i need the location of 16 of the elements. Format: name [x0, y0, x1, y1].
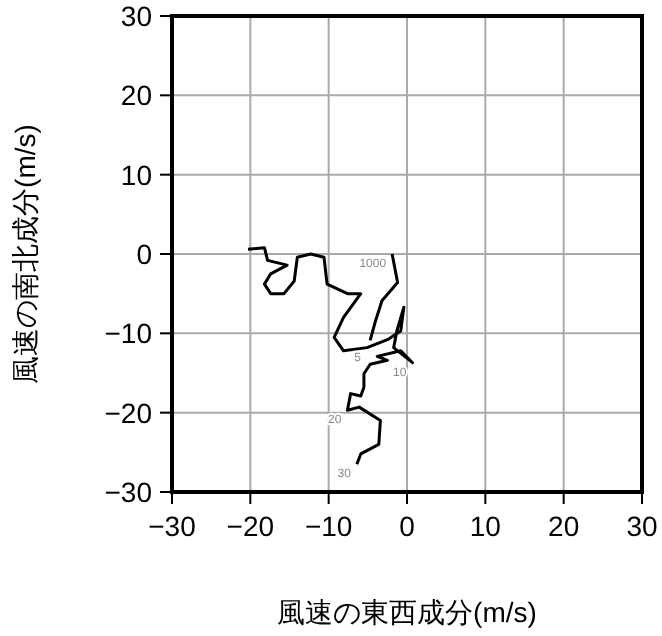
x-axis-title: 風速の東西成分(m/s): [277, 596, 537, 628]
y-tick-label: −20: [104, 396, 153, 429]
x-tick-label: −10: [304, 510, 353, 542]
x-tick-label: −30: [148, 510, 197, 542]
y-tick-label: 30: [120, 0, 153, 32]
x-tick-label: 20: [548, 510, 580, 542]
x-tick-label: 10: [469, 510, 502, 542]
y-tick-label: 0: [136, 238, 153, 270]
y-tick-label: 20: [120, 79, 153, 112]
x-tick-label: 0: [399, 510, 416, 542]
y-tick-label: −30: [104, 476, 153, 508]
y-tick-label: 10: [120, 158, 153, 191]
y-axis-title: 風速の南北成分(m/s): [9, 124, 42, 384]
y-tick-label: −10: [104, 317, 153, 350]
x-tick-label: −20: [226, 510, 275, 542]
x-tick-label: 30: [626, 510, 658, 542]
